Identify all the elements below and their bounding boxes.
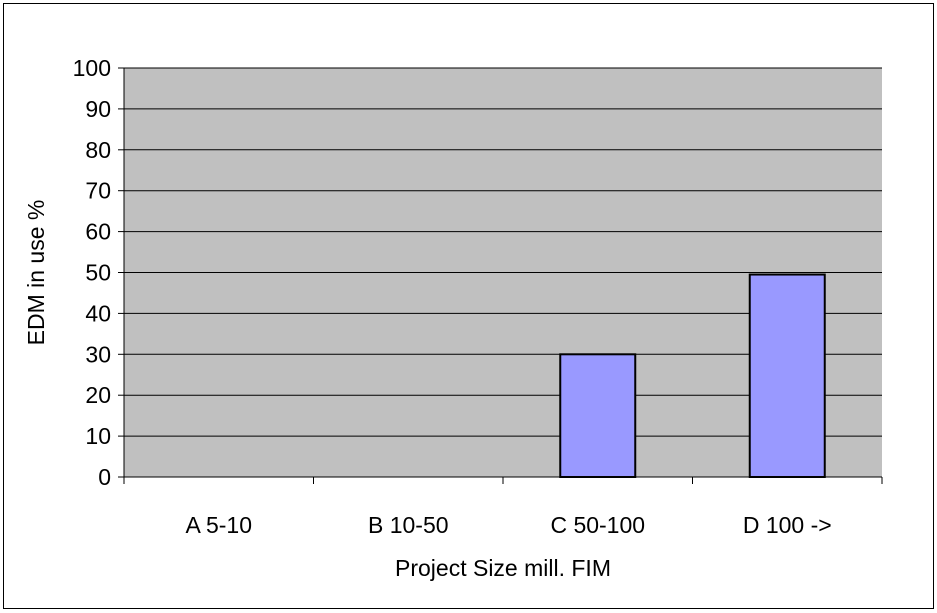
y-tick-label: 80: [85, 137, 111, 163]
y-tick-label: 60: [85, 219, 111, 245]
y-tick-label: 0: [98, 464, 111, 490]
y-tick-label: 70: [85, 178, 111, 204]
y-tick-label: 40: [85, 300, 111, 326]
bar: [748, 273, 826, 479]
y-tick-label: 50: [85, 260, 111, 286]
y-tick-label: 30: [85, 341, 111, 367]
x-axis-ticks: A 5-10 B 10-50 C 50-100 D 100 ->: [123, 477, 883, 538]
y-tick-label: 10: [85, 423, 111, 449]
y-tick-label: 20: [85, 382, 111, 408]
x-tick-label: C 50-100: [550, 512, 645, 538]
bars: [559, 273, 826, 479]
y-axis-ticks: 0 10 20 30 40 50 60 70 80 90 100: [73, 55, 124, 490]
y-tick-label: 100: [73, 55, 111, 81]
y-tick-label: 90: [85, 96, 111, 122]
x-tick-label: A 5-10: [186, 512, 253, 538]
y-axis-title: EDM in use %: [23, 200, 49, 346]
x-axis-title: Project Size mill. FIM: [395, 555, 611, 581]
x-tick-label: D 100 ->: [743, 512, 832, 538]
bar: [559, 353, 637, 478]
x-tick-label: B 10-50: [368, 512, 449, 538]
